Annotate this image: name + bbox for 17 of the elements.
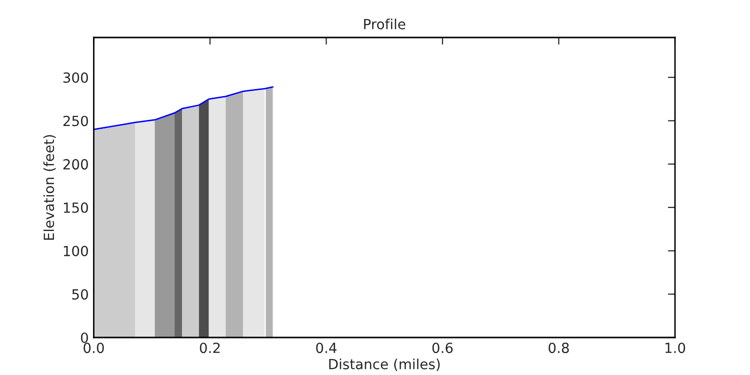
x-tick-label: 0.2 xyxy=(200,342,220,354)
x-tick-label: 0.0 xyxy=(84,342,104,354)
chart-title: Profile xyxy=(364,18,406,30)
x-tick-label: 0.8 xyxy=(548,342,569,354)
y-tick-label: 200 xyxy=(63,159,88,170)
y-tick-label: 100 xyxy=(64,246,88,256)
line-series xyxy=(94,86,274,130)
x-tick-label: 0.4 xyxy=(316,342,337,354)
y-tick-label: 250 xyxy=(63,116,88,126)
y-axis-title: Elevation (feet) xyxy=(43,135,56,240)
y-tick-label: 50 xyxy=(72,289,88,300)
y-tick-label: 150 xyxy=(64,202,88,213)
x-tick-label: 1.0 xyxy=(665,342,686,354)
y-tick-label: 300 xyxy=(63,72,88,83)
y-tick-label: 0 xyxy=(80,332,88,343)
x-tick-label: 0.6 xyxy=(432,342,453,354)
x-axis-title: Distance (miles) xyxy=(329,358,440,371)
